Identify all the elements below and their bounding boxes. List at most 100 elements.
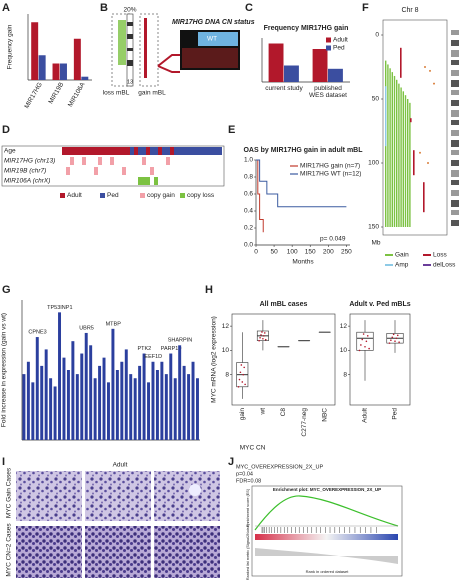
panel-letter: E bbox=[228, 124, 235, 136]
bar bbox=[178, 345, 182, 440]
y-axis-label: Frequency gain bbox=[7, 24, 14, 69]
jitter-point bbox=[395, 337, 398, 340]
bar bbox=[71, 341, 75, 440]
heatmap-cell bbox=[118, 147, 122, 155]
legend-swatch bbox=[326, 37, 331, 43]
x-tick-label: wt bbox=[260, 408, 267, 416]
panel-i: Adult MYC Gain Cases MYC CN=2 Cases bbox=[6, 462, 220, 578]
jitter-point bbox=[263, 335, 265, 337]
heatmap-cell bbox=[94, 147, 98, 155]
chromosome-label: 13 bbox=[127, 79, 133, 85]
panel-title: Chr 8 bbox=[401, 7, 418, 14]
heatmap-cell bbox=[70, 147, 74, 155]
heatmap-cell bbox=[142, 157, 146, 165]
legend-label: Gain bbox=[395, 252, 409, 259]
jitter-point bbox=[243, 366, 245, 369]
chart-title: Adult v. Ped mBLs bbox=[349, 301, 410, 308]
heatmap-cell bbox=[166, 157, 170, 165]
heatmap-cell bbox=[138, 147, 142, 155]
bar bbox=[49, 378, 53, 440]
chart-title: OAS by MIR17HG gain in adult mBL bbox=[243, 147, 363, 154]
bar-label: PTK2 bbox=[137, 346, 151, 352]
x-tick-label: MIR19B bbox=[47, 81, 65, 105]
bar bbox=[328, 68, 343, 82]
x-axis-label: MYC CN bbox=[240, 445, 266, 452]
band bbox=[127, 22, 133, 26]
panel-letter: B bbox=[100, 2, 108, 14]
histology-image bbox=[85, 471, 151, 521]
bar bbox=[284, 65, 299, 82]
bar bbox=[151, 361, 155, 440]
bar bbox=[160, 361, 164, 440]
heatmap-cell bbox=[102, 147, 106, 155]
chart-title: Frequency MIR17HG gain bbox=[264, 25, 349, 32]
x-tick-label: Adult bbox=[362, 408, 369, 423]
y-tick-label: 0.4 bbox=[244, 208, 253, 215]
legend-swatch bbox=[140, 193, 145, 198]
heatmap-cell bbox=[82, 157, 86, 165]
bar-label: CPNE3 bbox=[28, 330, 46, 336]
legend-label: copy loss bbox=[187, 192, 215, 199]
histology-image bbox=[16, 471, 82, 521]
x-tick-label: 100 bbox=[287, 249, 298, 256]
heatmap-cell bbox=[166, 147, 170, 155]
heatmap-cell bbox=[110, 157, 114, 165]
heatmap-cell bbox=[142, 147, 146, 155]
legend-label: Ped bbox=[333, 45, 345, 52]
heatmap-cell bbox=[122, 167, 126, 175]
x-tick-label: 0 bbox=[254, 249, 258, 256]
legend-label: Adult bbox=[67, 192, 82, 199]
jitter-point bbox=[238, 378, 241, 381]
cytoband bbox=[451, 210, 459, 215]
y-tick-label: 12 bbox=[222, 323, 230, 330]
jitter-point bbox=[259, 336, 261, 339]
bar bbox=[312, 49, 328, 82]
jitter-point bbox=[242, 373, 245, 376]
cytoband bbox=[451, 70, 459, 76]
heatmap-cell bbox=[178, 147, 182, 155]
bar bbox=[93, 378, 97, 440]
plot-title: Enrichment plot: MYC_OVEREXPRESSION_2X_U… bbox=[273, 487, 381, 492]
cytoband bbox=[451, 80, 459, 87]
metric-area bbox=[255, 548, 398, 564]
event-dot bbox=[429, 69, 431, 72]
bar-label: EEF1D bbox=[144, 354, 162, 360]
frame bbox=[139, 13, 159, 87]
panel-letter: F bbox=[362, 2, 369, 14]
legend-label: Ped bbox=[107, 192, 119, 199]
legend-label: MIR17HG gain (n=7) bbox=[300, 163, 360, 170]
heatmap-cell bbox=[210, 147, 214, 155]
jitter-point bbox=[398, 341, 400, 343]
bar bbox=[169, 353, 173, 440]
cytoband bbox=[451, 220, 459, 226]
loss-segment bbox=[400, 47, 402, 78]
legend-label: copy gain bbox=[147, 192, 175, 199]
cytoband bbox=[451, 120, 459, 125]
es-curve bbox=[254, 495, 399, 531]
y-tick-label: 8 bbox=[225, 371, 229, 378]
x-tick-label: C277-neg bbox=[301, 408, 308, 437]
heatmap-cell bbox=[86, 147, 90, 155]
panel-j: MYC_OVEREXPRESSION_2X_UP p=0.04 FDR=0.08… bbox=[236, 464, 403, 580]
bar bbox=[75, 374, 79, 440]
bar bbox=[111, 328, 115, 440]
panel-letter: C bbox=[245, 2, 253, 14]
y-tick-label: 0.0 bbox=[244, 242, 253, 249]
legend-swatch bbox=[60, 193, 65, 198]
gene-set: MYC_OVEREXPRESSION_2X_UP bbox=[236, 464, 323, 470]
x-tick-label: 250 bbox=[341, 249, 352, 256]
bar-label: SHARPIN bbox=[168, 338, 192, 344]
panel-title: MIR17HG DNA CN status bbox=[172, 19, 255, 26]
jitter-point bbox=[368, 347, 370, 350]
chart-title: All mBL cases bbox=[260, 301, 308, 308]
heatmap-cell bbox=[154, 147, 158, 155]
heatmap-cell bbox=[98, 147, 102, 155]
y-tick-label: 0.2 bbox=[244, 225, 253, 232]
bar-label: TP53INP1 bbox=[47, 305, 72, 311]
percent-label: 20% bbox=[123, 7, 136, 14]
heatmap-cell bbox=[146, 147, 150, 155]
wt-label: WT bbox=[207, 36, 217, 43]
jitter-point bbox=[364, 345, 366, 348]
